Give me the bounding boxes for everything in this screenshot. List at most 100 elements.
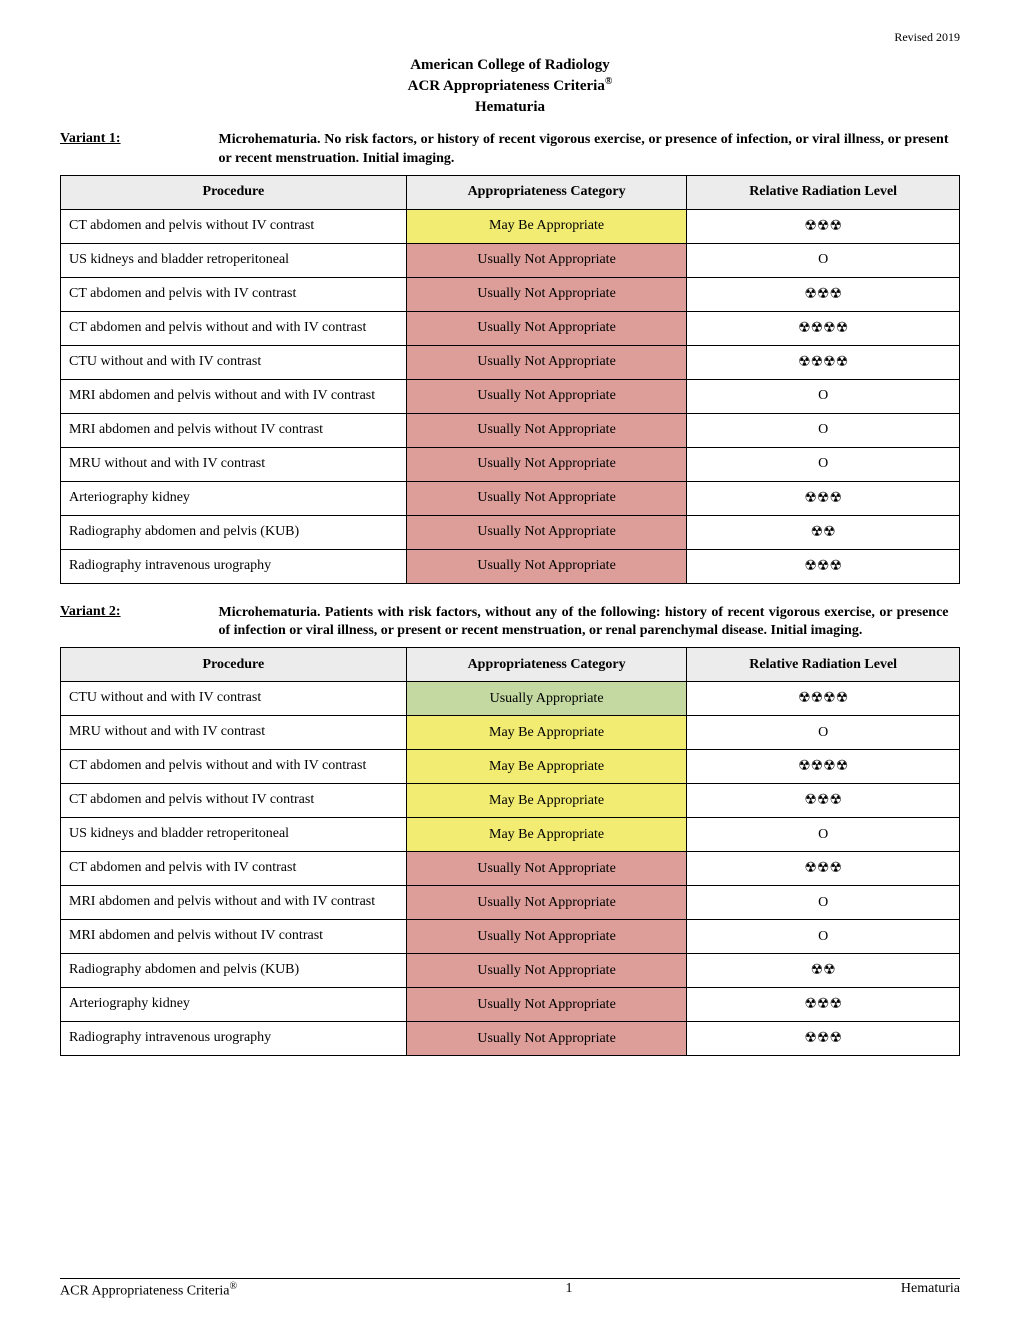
table-row: MRI abdomen and pelvis without and with … xyxy=(61,886,960,920)
variant1-desc: Microhematuria. No risk factors, or hist… xyxy=(219,131,949,169)
procedure-cell: MRI abdomen and pelvis without and with … xyxy=(61,379,407,413)
category-cell: Usually Not Appropriate xyxy=(406,549,687,583)
col-category: Appropriateness Category xyxy=(406,648,687,682)
table-row: US kidneys and bladder retroperitonealMa… xyxy=(61,818,960,852)
radiation-cell: O xyxy=(687,818,960,852)
radiation-cell: O xyxy=(687,413,960,447)
procedure-cell: CT abdomen and pelvis with IV contrast xyxy=(61,852,407,886)
category-cell: Usually Not Appropriate xyxy=(406,345,687,379)
procedure-cell: CT abdomen and pelvis without IV contras… xyxy=(61,209,407,243)
col-category: Appropriateness Category xyxy=(406,175,687,209)
table-row: Arteriography kidneyUsually Not Appropri… xyxy=(61,988,960,1022)
category-cell: Usually Not Appropriate xyxy=(406,379,687,413)
table-row: CTU without and with IV contrastUsually … xyxy=(61,345,960,379)
title-reg: ® xyxy=(605,76,612,87)
procedure-cell: Radiography abdomen and pelvis (KUB) xyxy=(61,954,407,988)
table-row: Arteriography kidneyUsually Not Appropri… xyxy=(61,481,960,515)
variant2-label: Variant 2: xyxy=(60,604,215,620)
table-row: MRU without and with IV contrastUsually … xyxy=(61,447,960,481)
category-cell: Usually Not Appropriate xyxy=(406,413,687,447)
procedure-cell: MRU without and with IV contrast xyxy=(61,716,407,750)
category-cell: Usually Not Appropriate xyxy=(406,277,687,311)
procedure-cell: MRI abdomen and pelvis without IV contra… xyxy=(61,413,407,447)
revised-text: Revised 2019 xyxy=(60,30,960,45)
footer-right: Hematuria xyxy=(901,1281,960,1300)
radiation-cell: ☢☢ xyxy=(687,515,960,549)
table-row: MRI abdomen and pelvis without IV contra… xyxy=(61,920,960,954)
radiation-cell: O xyxy=(687,920,960,954)
category-cell: Usually Not Appropriate xyxy=(406,988,687,1022)
radiation-cell: ☢☢☢☢ xyxy=(687,311,960,345)
table-row: CT abdomen and pelvis without and with I… xyxy=(61,311,960,345)
category-cell: Usually Not Appropriate xyxy=(406,1022,687,1056)
footer-left: ACR Appropriateness Criteria® xyxy=(60,1281,237,1300)
radiation-cell: O xyxy=(687,243,960,277)
variant1-label: Variant 1: xyxy=(60,131,215,147)
title-line3: Hematuria xyxy=(475,99,545,115)
category-cell: Usually Not Appropriate xyxy=(406,920,687,954)
table-header-row: Procedure Appropriateness Category Relat… xyxy=(61,175,960,209)
col-radiation: Relative Radiation Level xyxy=(687,175,960,209)
category-cell: Usually Not Appropriate xyxy=(406,886,687,920)
table-row: Radiography abdomen and pelvis (KUB)Usua… xyxy=(61,954,960,988)
radiation-cell: ☢☢☢☢ xyxy=(687,682,960,716)
radiation-cell: ☢☢☢ xyxy=(687,481,960,515)
category-cell: Usually Not Appropriate xyxy=(406,515,687,549)
table-row: Radiography abdomen and pelvis (KUB)Usua… xyxy=(61,515,960,549)
procedure-cell: US kidneys and bladder retroperitoneal xyxy=(61,818,407,852)
variant1-table: Procedure Appropriateness Category Relat… xyxy=(60,175,960,584)
category-cell: Usually Appropriate xyxy=(406,682,687,716)
procedure-cell: CT abdomen and pelvis without IV contras… xyxy=(61,784,407,818)
table-row: MRI abdomen and pelvis without IV contra… xyxy=(61,413,960,447)
category-cell: Usually Not Appropriate xyxy=(406,243,687,277)
radiation-cell: ☢☢☢ xyxy=(687,209,960,243)
radiation-cell: ☢☢☢ xyxy=(687,1022,960,1056)
col-procedure: Procedure xyxy=(61,175,407,209)
radiation-cell: O xyxy=(687,886,960,920)
procedure-cell: MRU without and with IV contrast xyxy=(61,447,407,481)
table-row: MRU without and with IV contrastMay Be A… xyxy=(61,716,960,750)
procedure-cell: Radiography intravenous urography xyxy=(61,549,407,583)
variant1-heading: Variant 1: Microhematuria. No risk facto… xyxy=(60,131,960,169)
radiation-cell: ☢☢ xyxy=(687,954,960,988)
radiation-cell: ☢☢☢ xyxy=(687,549,960,583)
procedure-cell: CT abdomen and pelvis with IV contrast xyxy=(61,277,407,311)
category-cell: Usually Not Appropriate xyxy=(406,954,687,988)
category-cell: Usually Not Appropriate xyxy=(406,852,687,886)
radiation-cell: O xyxy=(687,447,960,481)
procedure-cell: CT abdomen and pelvis without and with I… xyxy=(61,750,407,784)
footer-page-number: 1 xyxy=(566,1281,573,1300)
table-row: Radiography intravenous urographyUsually… xyxy=(61,549,960,583)
variant2-heading: Variant 2: Microhematuria. Patients with… xyxy=(60,604,960,642)
radiation-cell: ☢☢☢☢ xyxy=(687,750,960,784)
procedure-cell: Arteriography kidney xyxy=(61,481,407,515)
procedure-cell: CT abdomen and pelvis without and with I… xyxy=(61,311,407,345)
procedure-cell: CTU without and with IV contrast xyxy=(61,345,407,379)
table-row: CT abdomen and pelvis without and with I… xyxy=(61,750,960,784)
category-cell: May Be Appropriate xyxy=(406,209,687,243)
category-cell: May Be Appropriate xyxy=(406,784,687,818)
col-radiation: Relative Radiation Level xyxy=(687,648,960,682)
procedure-cell: Radiography intravenous urography xyxy=(61,1022,407,1056)
radiation-cell: ☢☢☢ xyxy=(687,852,960,886)
procedure-cell: MRI abdomen and pelvis without and with … xyxy=(61,886,407,920)
col-procedure: Procedure xyxy=(61,648,407,682)
page-footer: ACR Appropriateness Criteria® 1 Hematuri… xyxy=(60,1278,960,1300)
variant2-table: Procedure Appropriateness Category Relat… xyxy=(60,647,960,1056)
radiation-cell: O xyxy=(687,716,960,750)
variant2-desc: Microhematuria. Patients with risk facto… xyxy=(219,604,949,642)
table-row: CTU without and with IV contrastUsually … xyxy=(61,682,960,716)
table-row: CT abdomen and pelvis with IV contrastUs… xyxy=(61,277,960,311)
category-cell: May Be Appropriate xyxy=(406,750,687,784)
title-line1: American College of Radiology xyxy=(410,57,610,73)
table-row: Radiography intravenous urographyUsually… xyxy=(61,1022,960,1056)
title-block: American College of Radiology ACR Approp… xyxy=(60,55,960,117)
radiation-cell: ☢☢☢ xyxy=(687,277,960,311)
table-row: CT abdomen and pelvis without IV contras… xyxy=(61,209,960,243)
category-cell: May Be Appropriate xyxy=(406,716,687,750)
radiation-cell: ☢☢☢ xyxy=(687,988,960,1022)
category-cell: Usually Not Appropriate xyxy=(406,481,687,515)
procedure-cell: CTU without and with IV contrast xyxy=(61,682,407,716)
radiation-cell: O xyxy=(687,379,960,413)
table-row: CT abdomen and pelvis without IV contras… xyxy=(61,784,960,818)
